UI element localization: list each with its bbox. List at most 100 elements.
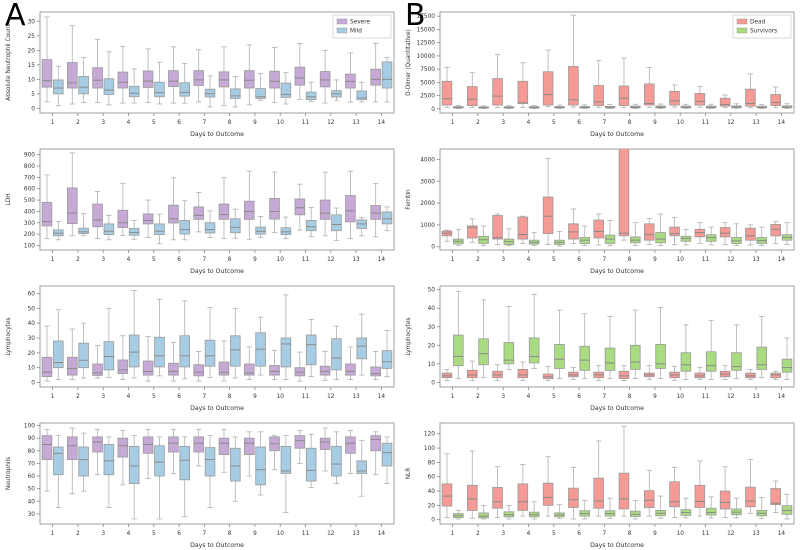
box — [781, 358, 793, 373]
box — [542, 482, 554, 506]
x-tick-label: 10 — [677, 120, 685, 126]
x-tick-label: 12 — [727, 531, 735, 537]
x-tick-label: 4 — [127, 531, 131, 537]
box — [694, 484, 706, 508]
y-tick-label: 10 — [28, 77, 36, 83]
box — [230, 447, 241, 482]
y-tick-label: 2000 — [420, 201, 435, 207]
box — [255, 446, 266, 486]
y-tick-label: 2500 — [420, 94, 435, 100]
x-tick-label: 2 — [476, 531, 480, 537]
x-tick-label: 7 — [203, 120, 207, 126]
box — [168, 204, 179, 224]
box — [644, 223, 655, 241]
x-tick-label: 3 — [101, 531, 105, 537]
y-tick-label: 25 — [28, 34, 36, 40]
box — [128, 445, 140, 485]
box — [128, 334, 140, 368]
y-tick-label: 4000 — [420, 157, 435, 163]
legend: Dead Survivors — [732, 14, 792, 39]
boxplot-series — [41, 427, 393, 520]
box — [542, 71, 554, 106]
y-tick-label: 90 — [28, 436, 36, 442]
x-tick-label: 6 — [577, 394, 581, 400]
box — [305, 91, 317, 101]
x-axis-label: Days to Outcome — [190, 131, 244, 138]
x-tick-label: 3 — [501, 531, 505, 537]
y-tick-label: 20 — [28, 351, 36, 357]
x-tick-label: 13 — [352, 531, 360, 537]
box — [319, 71, 331, 88]
y-tick-label: 80 — [28, 449, 36, 455]
x-tick-label: 1 — [451, 257, 455, 263]
y-tick-label: 600 — [24, 187, 35, 193]
box — [669, 481, 680, 508]
legend-label: Survivors — [750, 29, 777, 35]
box — [179, 82, 190, 97]
x-tick-label: 1 — [451, 394, 455, 400]
box — [618, 472, 630, 510]
x-tick-label: 12 — [327, 394, 335, 400]
y-tick-label: 60 — [428, 475, 436, 481]
box — [280, 82, 292, 98]
x-tick-label: 11 — [702, 394, 710, 400]
box — [168, 362, 179, 376]
box — [719, 97, 731, 107]
y-tick-label: 100 — [24, 424, 35, 430]
boxplot-series — [41, 152, 393, 245]
x-tick-label: 2 — [76, 257, 80, 263]
box — [719, 227, 731, 238]
box — [53, 446, 64, 476]
box — [218, 71, 230, 88]
x-tick-label: 11 — [302, 257, 310, 263]
box — [103, 444, 115, 476]
box — [280, 337, 292, 368]
x-tick-label: 9 — [253, 394, 257, 400]
x-tick-label: 6 — [577, 531, 581, 537]
box — [467, 86, 478, 106]
box — [381, 211, 393, 225]
boxplot-series — [41, 16, 393, 108]
x-tick-label: 10 — [277, 257, 285, 263]
box — [745, 486, 756, 508]
y-tick-label: 20 — [428, 503, 436, 509]
x-tick-label: 13 — [352, 120, 360, 126]
box — [117, 209, 129, 228]
x-tick-label: 6 — [177, 531, 181, 537]
x-tick-label: 1 — [451, 120, 455, 126]
box — [770, 94, 781, 106]
x-tick-label: 1 — [451, 531, 455, 537]
y-tick-label: 1000 — [420, 223, 435, 229]
panel-b-label: B — [405, 0, 426, 33]
x-tick-label: 8 — [628, 257, 632, 263]
box — [117, 359, 129, 375]
y-tick-label: 12500 — [417, 41, 436, 47]
y-tick-label: 0 — [31, 381, 35, 387]
legend-label: Dead — [750, 20, 766, 26]
y-tick-label: 0 — [431, 245, 435, 251]
box — [168, 436, 179, 453]
x-tick-label: 13 — [752, 394, 760, 400]
box — [593, 477, 604, 509]
x-tick-label: 6 — [177, 120, 181, 126]
box — [154, 336, 165, 368]
y-tick-label: 30 — [28, 512, 36, 518]
box — [41, 201, 53, 227]
y-tick-label: 100 — [24, 243, 35, 249]
x-tick-label: 6 — [577, 120, 581, 126]
y-axis-label: LDH — [6, 193, 12, 205]
x-tick-label: 10 — [277, 531, 285, 537]
box — [381, 442, 393, 467]
x-tick-label: 9 — [653, 531, 657, 537]
x-tick-label: 8 — [228, 120, 232, 126]
panel-a: A 0 5 10 15 20 25 30 1 2 3 4 5 6 7 8 9 10 11 12 13 14 Days to… — [5, 0, 395, 549]
x-tick-label: 4 — [527, 257, 531, 263]
box — [568, 66, 579, 106]
y-tick-label: 5 — [31, 92, 35, 98]
box — [331, 338, 342, 371]
box — [694, 93, 706, 106]
x-tick-label: 1 — [51, 120, 55, 126]
